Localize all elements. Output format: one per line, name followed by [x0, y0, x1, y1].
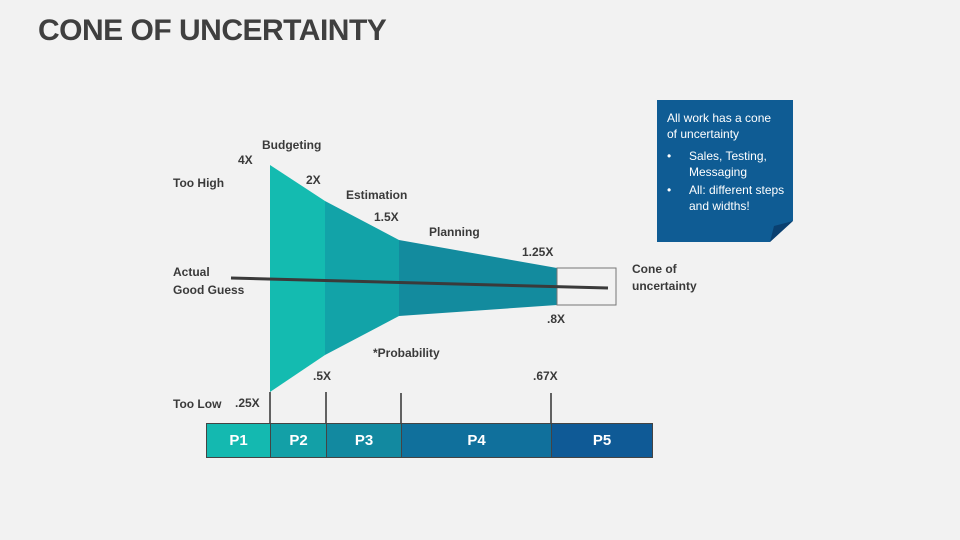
- actual-label: Actual: [173, 265, 210, 279]
- phase-ticks: [269, 392, 552, 423]
- note-heading: All work has a cone of uncertainty: [667, 111, 772, 141]
- lower-value: .8X: [547, 312, 566, 326]
- good-guess-label: Good Guess: [173, 283, 245, 297]
- stage-label: Budgeting: [262, 138, 322, 152]
- phase-p1: P1: [206, 423, 271, 458]
- page-curl-icon: [770, 221, 793, 242]
- probability-label: *Probability: [373, 346, 440, 360]
- lower-value: .25X: [235, 396, 260, 410]
- upper-value: 2X: [306, 173, 321, 187]
- too-high-label: Too High: [173, 176, 225, 190]
- phase-p3: P3: [326, 423, 402, 458]
- note-bullet: Sales, Testing, Messaging: [667, 148, 793, 180]
- cone-label: uncertainty: [632, 279, 697, 293]
- note-card: All work has a cone of uncertainty Sales…: [657, 100, 793, 242]
- note-bullet: All: different steps and widths!: [667, 182, 793, 214]
- too-low-label: Too Low: [173, 397, 222, 411]
- cone-label: Cone of: [632, 262, 677, 276]
- upper-value: 4X: [238, 153, 253, 167]
- page-title: CONE OF UNCERTAINTY: [38, 14, 387, 47]
- upper-value: 1.25X: [522, 245, 554, 259]
- lower-value: .5X: [313, 369, 332, 383]
- stage-label: Planning: [429, 225, 480, 239]
- phase-p4: P4: [401, 423, 552, 458]
- phase-p5: P5: [551, 423, 653, 458]
- phase-p2: P2: [270, 423, 327, 458]
- cone-segment-estimation: [325, 201, 399, 355]
- cone-segment-planning: [399, 240, 557, 316]
- stage-label: Estimation: [346, 188, 408, 202]
- actual-line: [230, 276, 609, 290]
- lower-value: .67X: [533, 369, 558, 383]
- upper-value: 1.5X: [374, 210, 399, 224]
